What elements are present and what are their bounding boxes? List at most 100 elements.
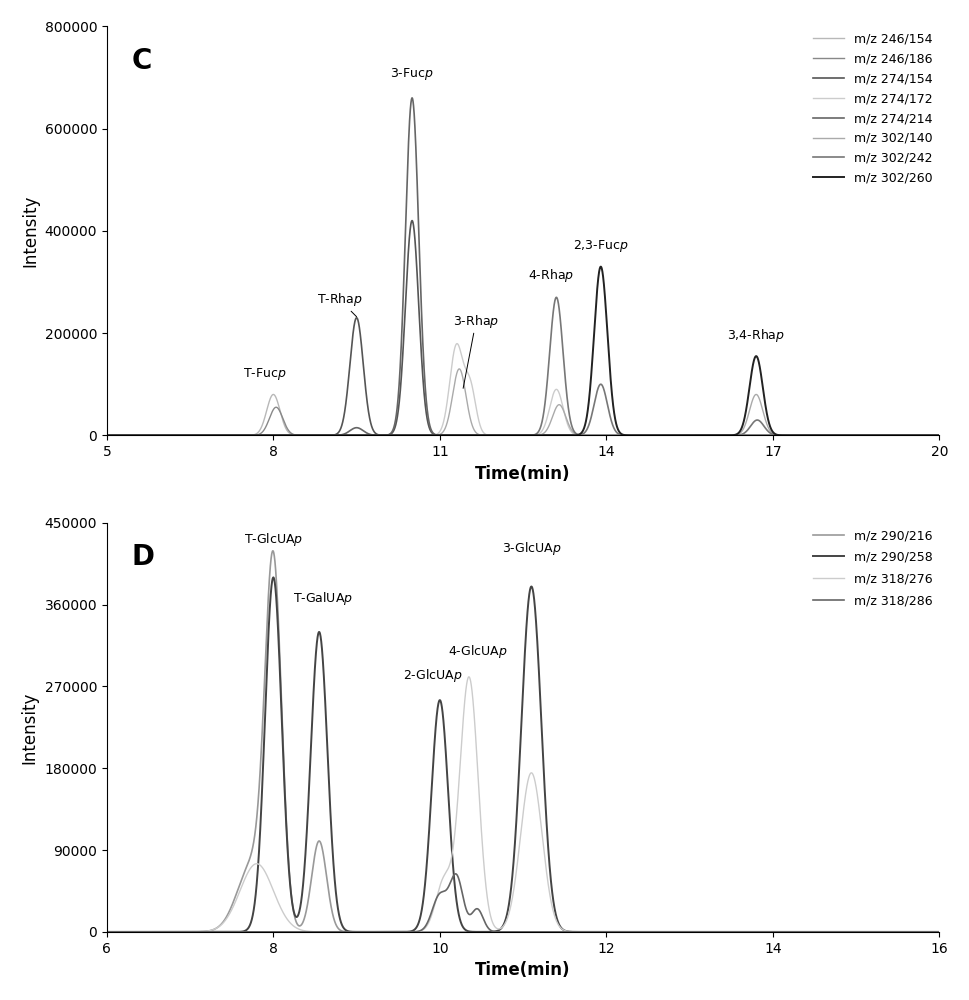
- m/z 290/216: [933, 926, 945, 938]
- m/z 302/140: [101, 429, 112, 441]
- m/z 274/172: [594, 429, 606, 441]
- m/z 302/260: [402, 429, 414, 441]
- m/z 302/260: [142, 429, 154, 441]
- m/z 302/140: [933, 429, 945, 441]
- m/z 274/214: [406, 92, 418, 104]
- m/z 302/260: [763, 415, 774, 427]
- m/z 274/154: [101, 429, 112, 441]
- m/z 302/242: [594, 379, 606, 391]
- m/z 290/258: [911, 926, 922, 938]
- Line: m/z 274/172: m/z 274/172: [107, 344, 939, 435]
- m/z 274/214: [630, 429, 641, 441]
- m/z 274/172: [452, 338, 463, 350]
- Line: m/z 302/242: m/z 302/242: [107, 297, 939, 435]
- Text: T-Rha$p$: T-Rha$p$: [317, 291, 362, 317]
- m/z 318/286: [630, 926, 641, 938]
- m/z 318/276: [594, 926, 606, 938]
- m/z 246/154: [594, 429, 606, 441]
- Legend: m/z 290/216, m/z 290/258, m/z 318/276, m/z 318/286: m/z 290/216, m/z 290/258, m/z 318/276, m…: [813, 529, 933, 607]
- m/z 246/186: [594, 429, 606, 441]
- m/z 318/286: [450, 868, 461, 880]
- m/z 274/154: [630, 429, 641, 441]
- m/z 290/216: [142, 926, 154, 938]
- m/z 274/172: [630, 429, 641, 441]
- m/z 274/172: [142, 429, 154, 441]
- m/z 318/276: [142, 926, 154, 938]
- m/z 246/154: [763, 429, 774, 441]
- m/z 302/242: [101, 429, 112, 441]
- m/z 302/242: [763, 426, 774, 438]
- m/z 290/258: [933, 926, 945, 938]
- m/z 274/214: [101, 429, 112, 441]
- m/z 290/216: [718, 926, 730, 938]
- m/z 290/258: [718, 926, 730, 938]
- m/z 290/258: [267, 571, 279, 583]
- m/z 290/216: [763, 926, 774, 938]
- m/z 246/186: [933, 429, 945, 441]
- Line: m/z 318/276: m/z 318/276: [107, 677, 939, 932]
- m/z 274/172: [933, 429, 945, 441]
- m/z 318/286: [933, 926, 945, 938]
- m/z 302/260: [595, 261, 607, 273]
- Line: m/z 274/154: m/z 274/154: [107, 221, 939, 435]
- m/z 318/276: [463, 671, 475, 683]
- m/z 302/140: [630, 429, 641, 441]
- m/z 274/154: [594, 429, 606, 441]
- m/z 318/276: [763, 926, 774, 938]
- Line: m/z 302/140: m/z 302/140: [107, 369, 939, 435]
- m/z 246/186: [630, 429, 641, 441]
- m/z 290/216: [101, 926, 112, 938]
- m/z 302/140: [594, 429, 606, 441]
- m/z 246/154: [933, 429, 945, 441]
- m/z 318/276: [402, 926, 414, 938]
- m/z 274/154: [402, 248, 414, 260]
- m/z 290/216: [402, 926, 414, 938]
- m/z 290/258: [630, 926, 641, 938]
- m/z 318/286: [594, 926, 606, 938]
- m/z 246/154: [630, 429, 641, 441]
- m/z 302/140: [142, 429, 154, 441]
- Text: 3-GlcUA$p$: 3-GlcUA$p$: [502, 540, 561, 557]
- m/z 302/260: [101, 429, 112, 441]
- m/z 274/154: [933, 429, 945, 441]
- m/z 290/258: [101, 926, 112, 938]
- m/z 290/258: [594, 926, 606, 938]
- m/z 246/154: [718, 429, 730, 441]
- m/z 274/214: [594, 429, 606, 441]
- m/z 274/214: [763, 429, 774, 441]
- m/z 318/276: [933, 926, 945, 938]
- m/z 318/276: [718, 926, 730, 938]
- m/z 246/154: [402, 429, 414, 441]
- m/z 290/258: [142, 926, 154, 938]
- Legend: m/z 246/154, m/z 246/186, m/z 274/154, m/z 274/172, m/z 274/214, m/z 302/140, m/: m/z 246/154, m/z 246/186, m/z 274/154, m…: [813, 33, 933, 185]
- m/z 318/286: [402, 926, 414, 938]
- Line: m/z 302/260: m/z 302/260: [107, 267, 939, 435]
- m/z 274/214: [142, 429, 154, 441]
- m/z 246/154: [267, 388, 279, 400]
- Y-axis label: Intensity: Intensity: [21, 195, 39, 267]
- m/z 302/242: [933, 429, 945, 441]
- Line: m/z 290/258: m/z 290/258: [107, 577, 939, 932]
- Text: 2,3-Fuc$p$: 2,3-Fuc$p$: [573, 238, 629, 254]
- m/z 274/154: [142, 429, 154, 441]
- m/z 290/216: [267, 545, 279, 557]
- m/z 274/154: [763, 429, 774, 441]
- m/z 274/214: [402, 144, 414, 156]
- Text: T-GlcUA$p$: T-GlcUA$p$: [244, 531, 303, 548]
- m/z 318/286: [101, 926, 112, 938]
- m/z 318/276: [630, 926, 641, 938]
- m/z 290/216: [630, 926, 641, 938]
- Y-axis label: Intensity: Intensity: [20, 691, 39, 764]
- m/z 246/154: [101, 429, 112, 441]
- m/z 290/216: [826, 926, 837, 938]
- Line: m/z 274/214: m/z 274/214: [107, 98, 939, 435]
- Line: m/z 246/186: m/z 246/186: [107, 407, 939, 435]
- m/z 274/154: [406, 215, 418, 227]
- m/z 246/186: [101, 429, 112, 441]
- m/z 302/140: [402, 429, 414, 441]
- X-axis label: Time(min): Time(min): [476, 961, 571, 979]
- m/z 274/172: [402, 429, 414, 441]
- Text: T-Fuc$p$: T-Fuc$p$: [243, 366, 287, 382]
- m/z 274/172: [763, 429, 774, 441]
- m/z 318/286: [763, 926, 774, 938]
